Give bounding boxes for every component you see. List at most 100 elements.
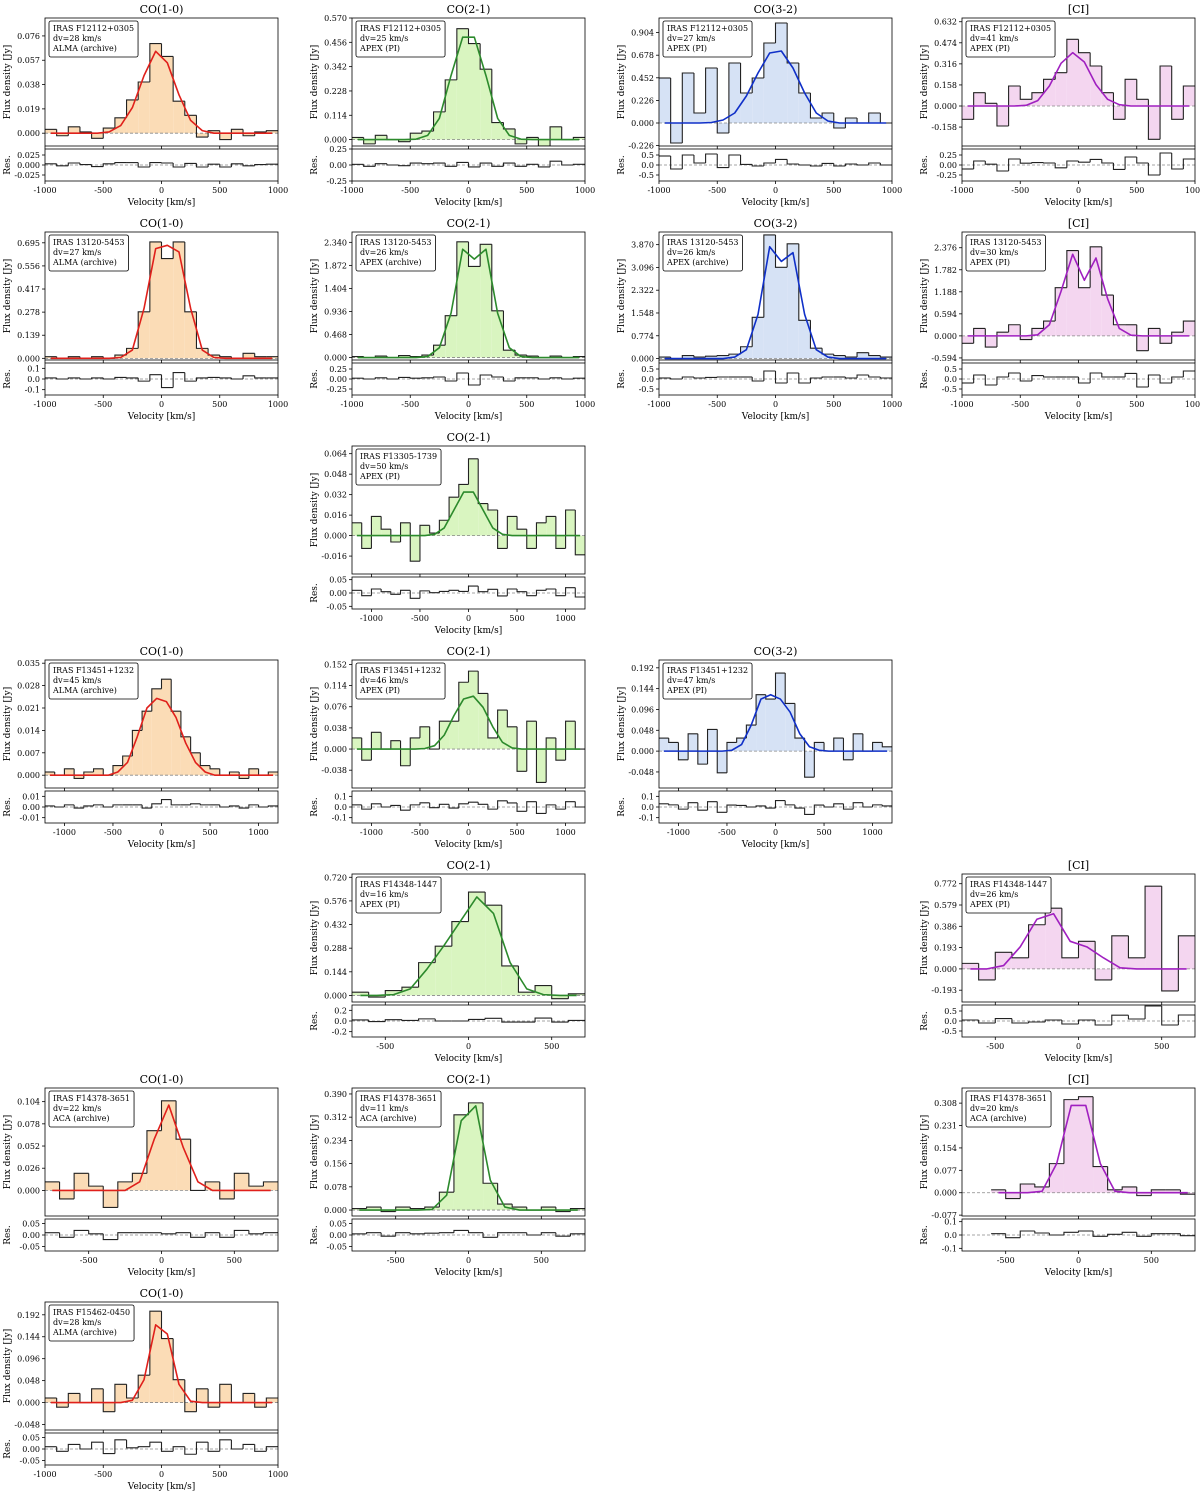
step (160, 374, 174, 389)
step (56, 1446, 69, 1452)
bin-fill (491, 122, 504, 140)
step (535, 522, 547, 549)
step (728, 353, 741, 356)
x-tick-label: -500 (94, 400, 112, 409)
bin-fill (794, 738, 805, 752)
info-box (48, 1304, 135, 1342)
bin-fill (1028, 924, 1046, 969)
step (409, 162, 422, 166)
y-axis-label: Flux density [Jy] (617, 687, 627, 762)
bin-fill (208, 130, 220, 134)
x-tick-label: 1000 (248, 828, 268, 837)
bin-fill (196, 133, 209, 138)
x-tick-label: -1000 (33, 1470, 56, 1479)
info-text: APEX (PI) (359, 686, 400, 695)
step (1136, 324, 1149, 352)
step (248, 1230, 264, 1235)
bin-fill (478, 693, 488, 750)
bin-fill (184, 311, 197, 359)
bin-fill (526, 535, 537, 549)
bin-fill (468, 43, 481, 140)
step (1048, 1233, 1064, 1236)
info-text: APEX (archive) (666, 258, 729, 267)
y-tick-label: -0.016 (321, 552, 347, 561)
step (366, 1232, 382, 1234)
bin-fill (456, 28, 469, 140)
panel: 0.000 0.468 0.936 1.404 1.872 2.340 0.250.00-0… (310, 217, 595, 422)
bin-fill (765, 699, 776, 752)
bin-fill (1125, 79, 1137, 106)
step (1044, 1019, 1062, 1022)
y-tick-label: 2.322 (631, 286, 654, 295)
x-tick-label: -500 (997, 1256, 1015, 1265)
step (190, 736, 201, 754)
step (745, 805, 757, 808)
info-box (355, 876, 442, 914)
y-axis-label: Flux density [Jy] (920, 45, 930, 120)
y-tick-label: 0.226 (631, 96, 654, 105)
step (204, 1232, 220, 1238)
step (477, 671, 488, 694)
step (526, 355, 539, 357)
info-text: APEX (PI) (359, 44, 400, 53)
step (994, 951, 1012, 980)
res-y-tick-label: -0.05 (326, 602, 347, 611)
step (487, 804, 498, 810)
bin-fill (487, 737, 498, 750)
step (219, 804, 230, 808)
y-tick-label: 0.048 (17, 1377, 40, 1386)
panel: 0.000 0.114 0.228 0.342 0.456 0.570 0.25 0.00 -0… (310, 3, 595, 208)
step (467, 670, 479, 683)
y-tick-label: 0.078 (324, 1183, 347, 1192)
step (786, 372, 799, 383)
step (821, 162, 834, 166)
y-axis-label: Flux density [Jy] (920, 1115, 930, 1190)
y-tick-label: 0.000 (324, 991, 347, 1000)
bin-fill (161, 56, 174, 134)
x-axis-label: Velocity [km/s] (741, 198, 809, 208)
x-tick-label: 500 (1129, 400, 1144, 409)
step (728, 62, 741, 133)
y-tick-label: 0.139 (17, 331, 40, 340)
step (390, 740, 401, 750)
y-tick-label: 0.000 (324, 532, 347, 541)
x-axis-label: Velocity [km/s] (127, 1268, 195, 1278)
bin-fill (517, 749, 527, 772)
bin-fill (1078, 941, 1096, 969)
step (561, 161, 574, 166)
y-tick-label: 0.152 (324, 660, 347, 669)
bin-fill (507, 516, 518, 536)
main-plot (962, 1096, 1195, 1200)
y-axis-label: Flux density [Jy] (310, 687, 320, 762)
step (502, 310, 516, 351)
x-tick-label: 500 (826, 186, 841, 195)
step (160, 241, 174, 260)
bin-fill (88, 1186, 104, 1191)
step (497, 510, 508, 549)
bin-fill (787, 243, 799, 359)
step (1077, 1096, 1094, 1100)
step (184, 372, 197, 382)
step (386, 163, 399, 166)
bin-fill (555, 535, 566, 549)
x-tick-label: -1000 (53, 828, 76, 837)
step (374, 163, 387, 167)
bin-fill (122, 756, 133, 776)
step (516, 589, 527, 593)
step (1031, 375, 1044, 381)
step (114, 1439, 127, 1454)
step (1089, 246, 1102, 288)
step (833, 113, 846, 129)
res-y-tick-label: 0.00 (329, 161, 347, 170)
x-tick-label: 500 (212, 186, 227, 195)
y-tick-label: 0.021 (17, 704, 40, 713)
bin-fill (1148, 106, 1161, 140)
step (872, 804, 883, 807)
panel-title: CO(2-1) (447, 217, 491, 230)
step (1008, 324, 1021, 333)
y-tick-label: 0.000 (324, 745, 347, 754)
bin-fill (243, 133, 255, 136)
bin-fill (149, 1311, 162, 1403)
step (102, 1186, 118, 1209)
step (386, 377, 399, 380)
